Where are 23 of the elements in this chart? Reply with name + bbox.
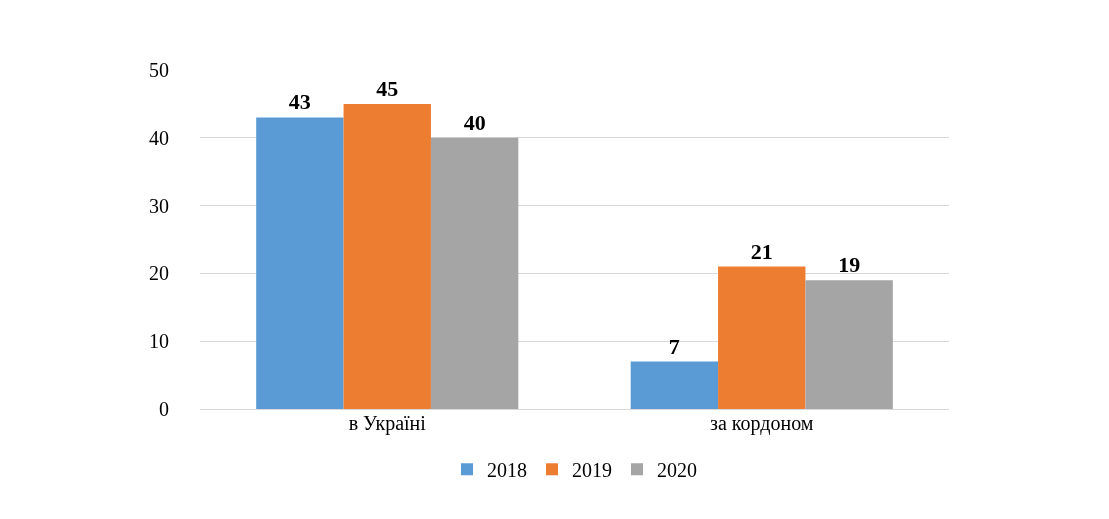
y-tick-label: 40 — [149, 126, 169, 149]
x-tick-label: в Україні — [348, 412, 427, 435]
data-label: 45 — [376, 75, 399, 101]
x-tick-label: за кордоном — [710, 412, 814, 435]
bar — [718, 266, 806, 409]
bar — [805, 280, 893, 409]
legend-label: 2020 — [657, 458, 697, 481]
bar — [343, 103, 431, 409]
y-tick-label: 0 — [159, 398, 169, 420]
y-tick-label: 10 — [149, 330, 169, 353]
data-label: 21 — [750, 238, 773, 264]
y-tick-label: 30 — [149, 194, 169, 217]
bar — [430, 137, 519, 409]
data-label: 43 — [288, 89, 311, 115]
y-tick-label: 20 — [149, 262, 169, 285]
data-label: 7 — [668, 333, 680, 359]
data-label: 19 — [838, 252, 861, 278]
bar — [630, 361, 719, 409]
legend-label: 2019 — [572, 458, 612, 481]
y-tick-label: 50 — [149, 59, 169, 81]
data-label: 40 — [463, 109, 486, 135]
bar — [256, 117, 344, 409]
legend-label: 2018 — [487, 458, 527, 481]
